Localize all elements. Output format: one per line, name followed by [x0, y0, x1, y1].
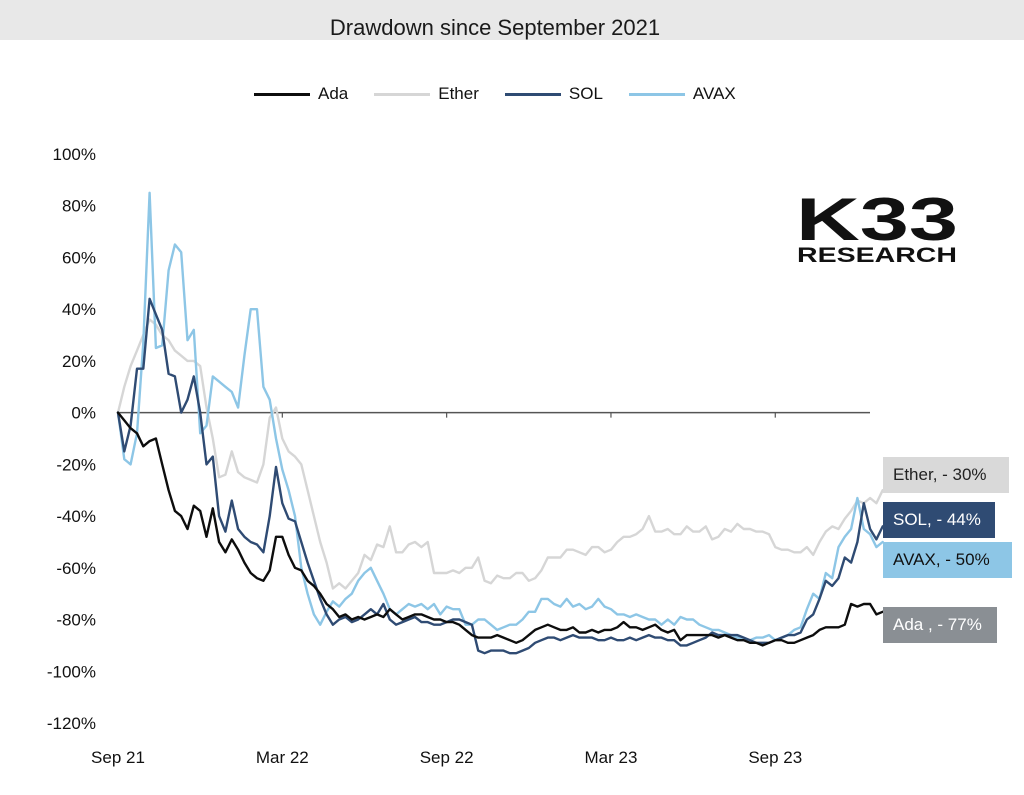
y-tick-label: 80%: [62, 197, 96, 216]
y-tick-label: -20%: [56, 455, 96, 474]
x-tick-label: Sep 21: [91, 748, 145, 767]
y-tick-label: 0%: [71, 404, 96, 423]
legend-swatch-sol: [504, 92, 561, 96]
logo-research-text: RESEARCH: [797, 244, 957, 264]
avax-line: [116, 191, 884, 642]
legend-item-sol: SOL: [504, 84, 603, 104]
y-tick-label: -120%: [47, 714, 96, 733]
legend-label-ada: Ada: [318, 84, 349, 103]
x-tick-label: Sep 22: [420, 748, 474, 767]
legend-label-ether: Ether: [438, 84, 479, 103]
legend-swatch-ether: [374, 92, 431, 96]
k33-research-logo: K33 RESEARCH: [796, 188, 958, 264]
legend-label-avax: AVAX: [692, 84, 736, 103]
x-tick-label: Mar 22: [256, 748, 309, 767]
sol-line: [116, 297, 884, 655]
y-tick-label: -60%: [56, 559, 96, 578]
y-tick-label: 40%: [62, 300, 96, 319]
ether-line: [116, 318, 884, 590]
legend-item-ether: Ether: [374, 84, 479, 104]
end-label-ada: Ada , - 77%: [883, 607, 997, 643]
legend-item-ada: Ada: [254, 84, 348, 104]
y-tick-label: -100%: [47, 662, 96, 681]
legend: Ada Ether SOL AVAX: [254, 82, 736, 106]
y-tick-label: 100%: [53, 145, 96, 164]
y-tick-label: -80%: [56, 611, 96, 630]
logo-k33-text: K33: [796, 188, 958, 253]
end-label-ether: Ether, - 30%: [883, 457, 1009, 493]
legend-swatch-ada: [254, 92, 310, 96]
chart-title: Drawdown since September 2021: [329, 15, 661, 40]
legend-swatch-avax: [628, 92, 685, 96]
legend-item-avax: AVAX: [628, 84, 736, 104]
x-tick-label: Mar 23: [584, 748, 637, 767]
end-label-sol: SOL, - 44%: [883, 502, 995, 538]
title-bar: [0, 0, 1024, 40]
y-tick-label: -40%: [56, 507, 96, 526]
y-tick-label: 20%: [62, 352, 96, 371]
ada-line: [116, 411, 884, 647]
x-tick-label: Sep 23: [748, 748, 802, 767]
legend-label-sol: SOL: [568, 84, 603, 103]
y-tick-label: 60%: [62, 248, 96, 267]
end-label-avax: AVAX, - 50%: [883, 542, 1012, 578]
